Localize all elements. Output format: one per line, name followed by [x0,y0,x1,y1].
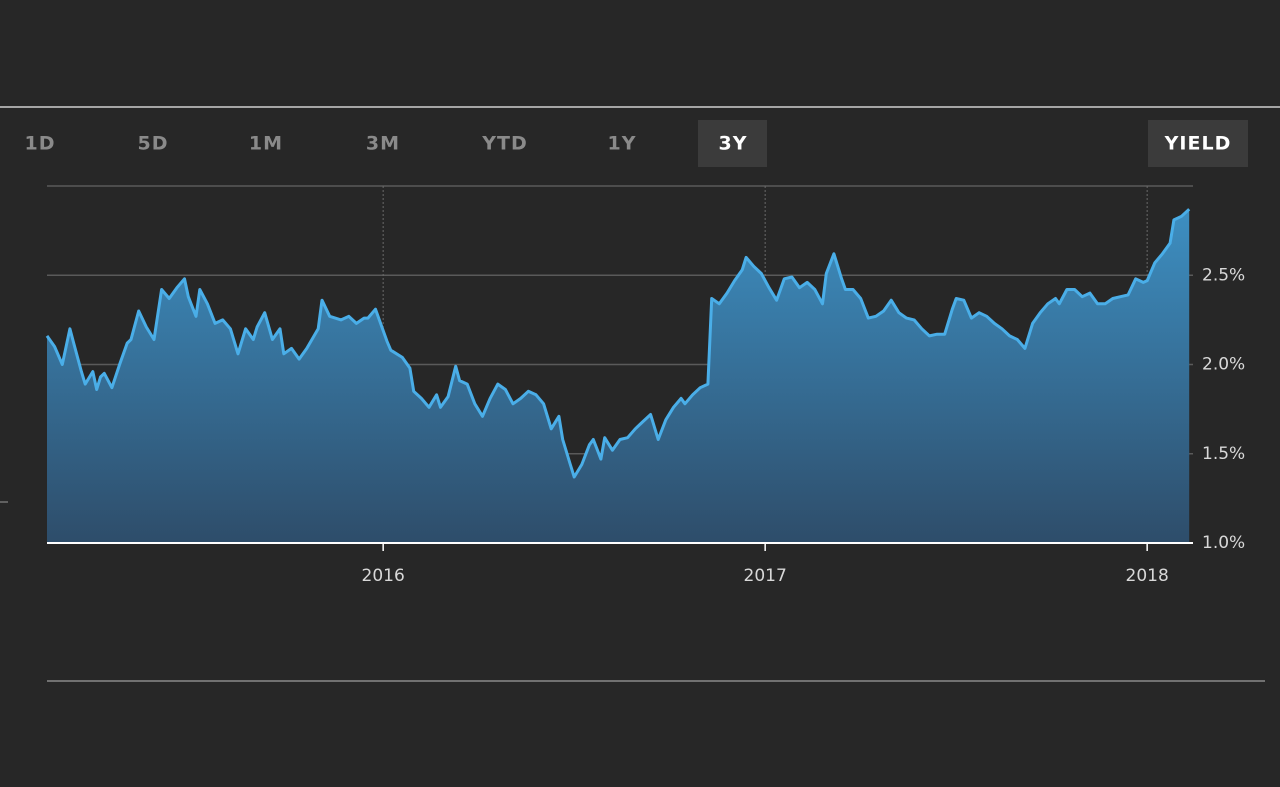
line [45,208,1191,479]
range-tab[interactable]: 5D [138,133,169,155]
tab-highlight[interactable] [698,120,767,167]
plot: 1.0% 1.5% 2.0% 2.5% 2016 2017 2018 [45,185,1245,586]
range-tab[interactable]: 3M [366,133,400,155]
range-tab[interactable]: YTD [481,133,528,155]
range-tab[interactable]: 1D [25,133,56,155]
area-fill [47,209,1190,543]
yield-button-bg[interactable] [1148,120,1248,167]
range-tabs: 1D 5D 1M 3M YTD 1Y 3Y [25,120,767,167]
y-tick-label: 2.0% [1202,355,1245,375]
x-tick-label: 2017 [744,566,787,586]
y-tick-label: 2.5% [1202,265,1245,285]
y-tick-label: 1.5% [1202,444,1245,464]
yield-button[interactable]: YIELD [1164,133,1232,155]
range-tab[interactable]: 1M [249,133,283,155]
range-tab[interactable]: 1Y [608,133,637,155]
y-tick-label: 1.0% [1202,533,1245,553]
x-tick-label: 2016 [362,566,405,586]
x-tick-label: 2018 [1126,566,1169,586]
range-tab[interactable]: 3Y [719,133,748,155]
